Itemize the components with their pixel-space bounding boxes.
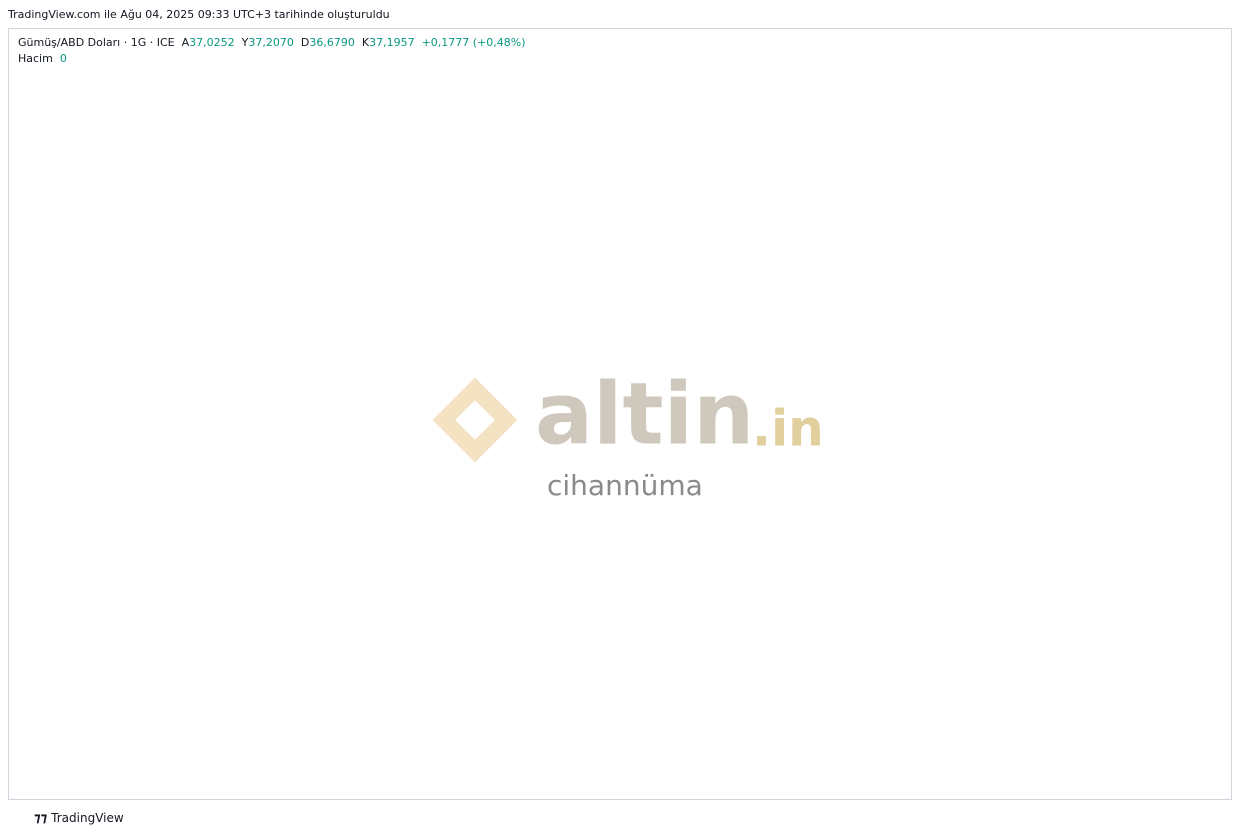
o-value: 37,0252 [189, 36, 235, 49]
volume-label: Hacim [18, 52, 53, 65]
chart-frame [8, 28, 1232, 800]
legend: Gümüş/ABD Doları · 1G · ICE A37,0252 Y37… [18, 35, 526, 67]
watermark-main: altin [535, 364, 754, 464]
h-label: Y [241, 36, 249, 49]
change: +0,1777 (+0,48%) [421, 36, 526, 49]
brand: TradingView [51, 811, 124, 825]
c-value: 37,1957 [369, 36, 415, 49]
h-value: 37,2070 [248, 36, 294, 49]
l-value: 36,6790 [309, 36, 355, 49]
l-label: D [300, 36, 310, 49]
watermark-suffix: .in [752, 400, 824, 458]
symbol: Gümüş/ABD Doları · 1G · ICE [18, 36, 175, 49]
watermark-logo [432, 377, 518, 463]
watermark-sub: cihannüma [547, 469, 703, 502]
c-label: K [361, 36, 370, 49]
watermark: altin .in cihannüma [432, 364, 824, 502]
footer-brand: ⁊⁊ TradingView [34, 811, 124, 826]
volume-value: 0 [59, 52, 67, 65]
created-note: TradingView.com ile Ağu 04, 2025 09:33 U… [8, 8, 390, 21]
o-label: A [181, 36, 190, 49]
